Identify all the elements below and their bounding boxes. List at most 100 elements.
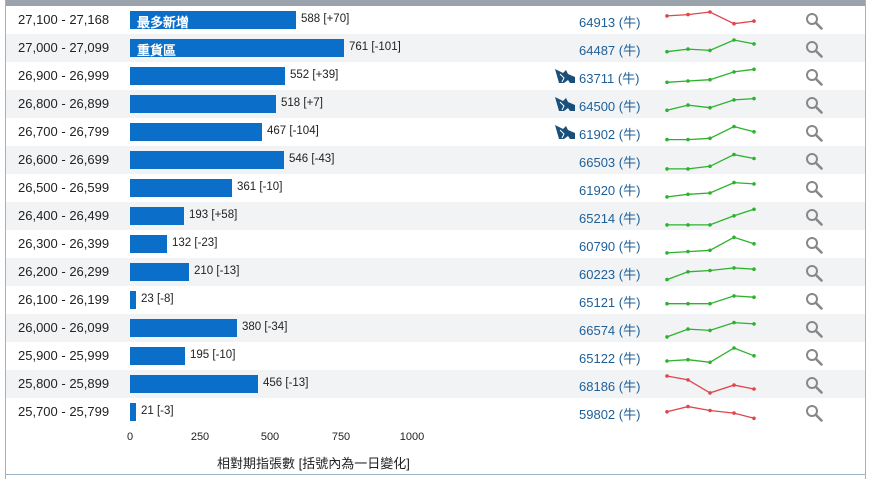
- volume-unit: (牛): [617, 71, 640, 86]
- x-axis-tick: 500: [260, 431, 280, 443]
- magnifier-icon[interactable]: [805, 96, 823, 114]
- volume-cell: [551, 370, 864, 398]
- bull-volume[interactable]: 65121 (牛): [579, 292, 640, 311]
- magnifier-icon[interactable]: [805, 152, 823, 170]
- sparkline-point: [665, 277, 669, 282]
- magnifier-icon[interactable]: [805, 124, 823, 142]
- volume-cell: [551, 314, 864, 342]
- volume-value: 60790: [579, 239, 616, 254]
- sparkline-point: [752, 295, 756, 299]
- bull-volume[interactable]: 60223 (牛): [579, 264, 640, 283]
- table-row: 26,100 - 26,199 23 [-8] 65121 (牛): [6, 286, 865, 314]
- trend-sparkline: [665, 180, 756, 199]
- bull-volume[interactable]: 68186 (牛): [579, 376, 640, 395]
- sparkline-point: [686, 12, 690, 17]
- sparkline-point: [708, 164, 712, 169]
- bar-value-label: 588 [+70]: [301, 13, 350, 25]
- volume-unit: (牛): [618, 239, 641, 254]
- bull-volume[interactable]: 66503 (牛): [579, 152, 640, 171]
- sparkline-point: [752, 322, 756, 326]
- sparkline-point: [686, 79, 690, 83]
- magnifier-icon[interactable]: [805, 40, 823, 58]
- magnifier-icon[interactable]: [805, 68, 823, 86]
- sparkline-point: [708, 223, 712, 227]
- bull-volume[interactable]: 64913 (牛): [579, 12, 640, 31]
- volume-value: 61902: [579, 127, 616, 142]
- contract-bar[interactable]: [130, 319, 237, 337]
- sparkline-point: [708, 268, 712, 273]
- bar-value-label: 23 [-8]: [141, 293, 174, 305]
- sparkline-point: [708, 391, 712, 395]
- contract-bar[interactable]: [130, 39, 344, 57]
- bull-volume[interactable]: 61920 (牛): [579, 180, 640, 199]
- sparkline-point: [732, 152, 736, 157]
- bull-volume[interactable]: 63711 (牛): [579, 68, 639, 87]
- sparkline-point: [752, 416, 756, 421]
- trend-sparkline: [665, 294, 756, 306]
- bull-volume[interactable]: 61902 (牛): [579, 124, 640, 143]
- trend-sparkline: [665, 38, 756, 54]
- contract-bar[interactable]: [130, 95, 276, 113]
- magnifier-icon[interactable]: [805, 320, 823, 338]
- sparkline-point: [665, 251, 669, 255]
- strike-range: 26,000 - 26,099: [18, 320, 110, 335]
- strike-range: 26,300 - 26,399: [18, 236, 110, 251]
- x-axis-tick: 250: [190, 431, 210, 443]
- contract-bar[interactable]: [130, 67, 285, 85]
- volume-unit: (牛): [618, 295, 641, 310]
- sparkline-point: [665, 223, 669, 227]
- bar-value-label: 456 [-13]: [263, 377, 309, 389]
- volume-unit: (牛): [618, 183, 641, 198]
- bull-volume[interactable]: 66574 (牛): [579, 320, 640, 339]
- bull-volume[interactable]: 65122 (牛): [579, 348, 640, 367]
- magnifier-icon[interactable]: [805, 348, 823, 366]
- sparkline-point: [732, 180, 736, 185]
- magnifier-icon[interactable]: [805, 180, 823, 198]
- table-row: 25,800 - 25,899 456 [-13] 68186 (牛): [6, 370, 865, 398]
- bull-volume[interactable]: 60790 (牛): [579, 236, 640, 255]
- magnifier-icon[interactable]: [805, 208, 823, 226]
- contract-bar[interactable]: [130, 11, 296, 29]
- bar-value-label: 132 [-23]: [172, 237, 218, 249]
- volume-cell: [551, 146, 864, 174]
- contract-bar[interactable]: [130, 347, 185, 365]
- sparkline-point: [686, 327, 690, 331]
- bar-value-label: 361 [-10]: [237, 181, 283, 193]
- magnifier-icon[interactable]: [805, 236, 823, 254]
- contract-bar[interactable]: [130, 291, 136, 309]
- magnifier-icon[interactable]: [805, 376, 823, 394]
- magnifier-icon[interactable]: [805, 404, 823, 422]
- contract-bar[interactable]: [130, 403, 136, 421]
- sparkline-point: [752, 182, 756, 186]
- bull-volume[interactable]: 59802 (牛): [579, 404, 640, 423]
- strike-range: 25,900 - 25,999: [18, 348, 110, 363]
- volume-cell: [551, 398, 864, 426]
- trend-sparkline: [665, 374, 756, 395]
- sparkline-point: [686, 378, 690, 382]
- contract-bar[interactable]: [130, 179, 232, 197]
- magnifier-icon[interactable]: [805, 12, 823, 30]
- contract-bar[interactable]: [130, 151, 284, 169]
- volume-cell: [551, 174, 864, 202]
- bull-volume[interactable]: 64487 (牛): [579, 40, 640, 59]
- sparkline-point: [752, 207, 756, 212]
- sparkline-point: [752, 267, 756, 271]
- magnifier-icon[interactable]: [805, 292, 823, 310]
- sparkline-point: [708, 408, 712, 413]
- contract-bar[interactable]: [130, 263, 189, 281]
- bar-value-label: 210 [-13]: [194, 265, 240, 277]
- magnifier-icon[interactable]: [805, 264, 823, 282]
- contract-bar[interactable]: [130, 207, 184, 225]
- sparkline-point: [752, 130, 756, 134]
- contract-bar[interactable]: [130, 123, 262, 141]
- contract-bar[interactable]: [130, 375, 258, 393]
- volume-value: 68186: [579, 379, 616, 394]
- table-bottom-border: [5, 474, 866, 475]
- contract-bar[interactable]: [130, 235, 167, 253]
- bull-volume[interactable]: 64500 (牛): [579, 96, 640, 115]
- trend-sparkline: [665, 152, 756, 171]
- strike-range: 26,800 - 26,899: [18, 96, 110, 111]
- volume-unit: (牛): [618, 43, 641, 58]
- sparkline-point: [732, 346, 736, 350]
- bull-volume[interactable]: 65214 (牛): [579, 208, 640, 227]
